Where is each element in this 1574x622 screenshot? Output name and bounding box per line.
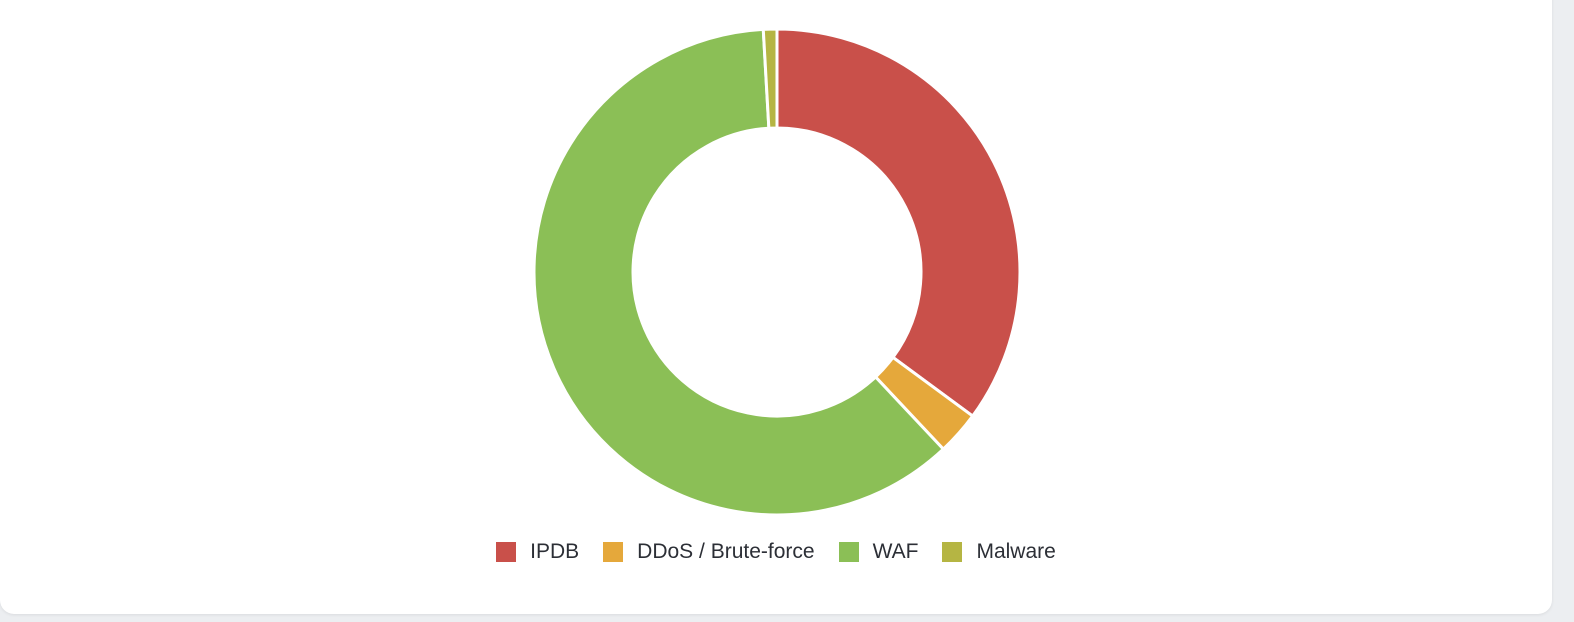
legend-label: IPDB	[530, 540, 580, 563]
legend-item[interactable]: IPDB	[496, 538, 579, 566]
legend-label: Malware	[976, 540, 1056, 563]
legend-swatch	[603, 542, 624, 562]
slice	[532, 27, 946, 517]
legend-label: DDoS / Brute-force	[637, 540, 815, 563]
slice	[775, 27, 1022, 419]
legend-swatch	[838, 542, 859, 562]
legend-swatch	[942, 542, 963, 562]
legend-item[interactable]: WAF	[838, 538, 919, 566]
legend-item[interactable]: DDoS / Brute-force	[603, 538, 815, 566]
legend-label: WAF	[872, 540, 919, 563]
legend-item[interactable]: Malware	[942, 538, 1056, 566]
donut-chart	[532, 27, 1022, 517]
legend: IPDB DDoS / Brute-force WAF Malware	[0, 538, 1552, 566]
legend-swatch	[496, 542, 517, 562]
slice	[761, 27, 779, 130]
